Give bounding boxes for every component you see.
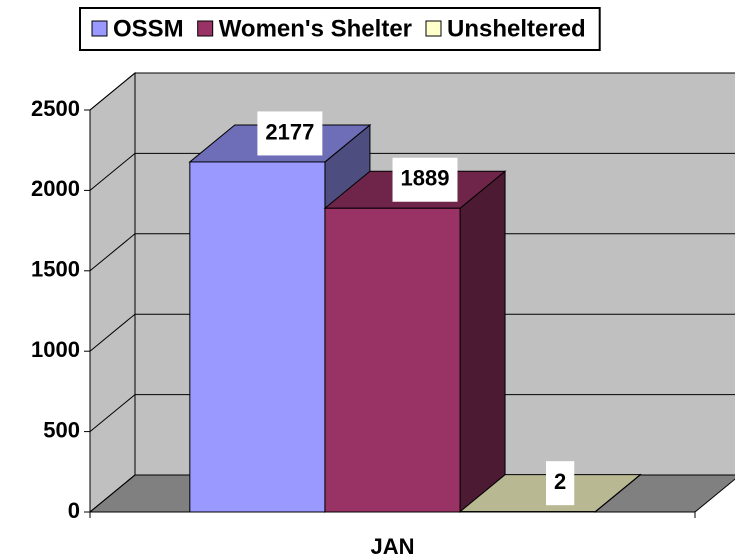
grid-line xyxy=(89,153,136,191)
grid-line xyxy=(89,474,136,513)
data-label: 1889 xyxy=(401,166,450,191)
data-label-box xyxy=(257,111,323,156)
bar xyxy=(189,161,326,513)
bar-side xyxy=(459,170,506,514)
x-tick-label: JAN xyxy=(370,534,414,559)
legend-box xyxy=(79,7,601,51)
data-label: 2 xyxy=(554,469,566,494)
grid-line xyxy=(89,394,136,432)
legend-label: OSSM xyxy=(113,15,184,42)
legend-label: Women's Shelter xyxy=(219,15,412,42)
y-tick-label: 2000 xyxy=(31,176,80,201)
grid-line xyxy=(89,72,136,111)
grid-line xyxy=(89,233,136,272)
y-tick-label: 1000 xyxy=(31,337,80,362)
y-tick-label: 0 xyxy=(68,498,80,523)
data-label: 2177 xyxy=(265,119,314,144)
side-wall xyxy=(89,71,136,514)
legend-swatch xyxy=(425,20,442,37)
y-tick-label: 2500 xyxy=(31,96,80,121)
legend-label: Unsheltered xyxy=(447,15,586,42)
y-tick-label: 500 xyxy=(43,417,80,442)
legend-swatch xyxy=(197,20,214,37)
y-tick-label: 1500 xyxy=(31,257,80,282)
grid-line xyxy=(89,313,136,352)
legend-swatch xyxy=(91,20,108,37)
data-label-box xyxy=(392,157,458,202)
bar xyxy=(324,207,461,513)
data-label-box xyxy=(545,461,575,506)
